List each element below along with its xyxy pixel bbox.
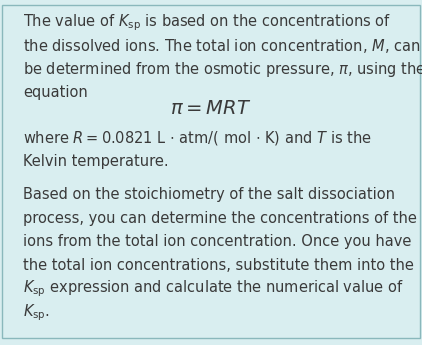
Text: The value of $K_{\mathregular{sp}}$ is based on the concentrations of: The value of $K_{\mathregular{sp}}$ is b…	[23, 12, 392, 33]
Text: $\pi = MRT$: $\pi = MRT$	[170, 99, 252, 118]
Text: $K_{\mathregular{sp}}$.: $K_{\mathregular{sp}}$.	[23, 302, 50, 323]
Text: where $R = 0.0821$ L $\cdot$ atm$/$( mol $\cdot$ K) and $T$ is the: where $R = 0.0821$ L $\cdot$ atm$/$( mol…	[23, 129, 372, 147]
Text: the total ion concentrations, substitute them into the: the total ion concentrations, substitute…	[23, 258, 414, 273]
Text: Kelvin temperature.: Kelvin temperature.	[23, 154, 169, 169]
Text: the dissolved ions. The total ion concentration, $M$, can: the dissolved ions. The total ion concen…	[23, 37, 421, 55]
Text: process, you can determine the concentrations of the: process, you can determine the concentra…	[23, 211, 417, 226]
Text: $K_{\mathregular{sp}}$ expression and calculate the numerical value of: $K_{\mathregular{sp}}$ expression and ca…	[23, 278, 404, 299]
Text: ions from the total ion concentration. Once you have: ions from the total ion concentration. O…	[23, 234, 411, 249]
Text: be determined from the osmotic pressure, $\pi$, using the: be determined from the osmotic pressure,…	[23, 60, 422, 79]
Text: equation: equation	[23, 85, 88, 100]
Text: Based on the stoichiometry of the salt dissociation: Based on the stoichiometry of the salt d…	[23, 187, 395, 203]
